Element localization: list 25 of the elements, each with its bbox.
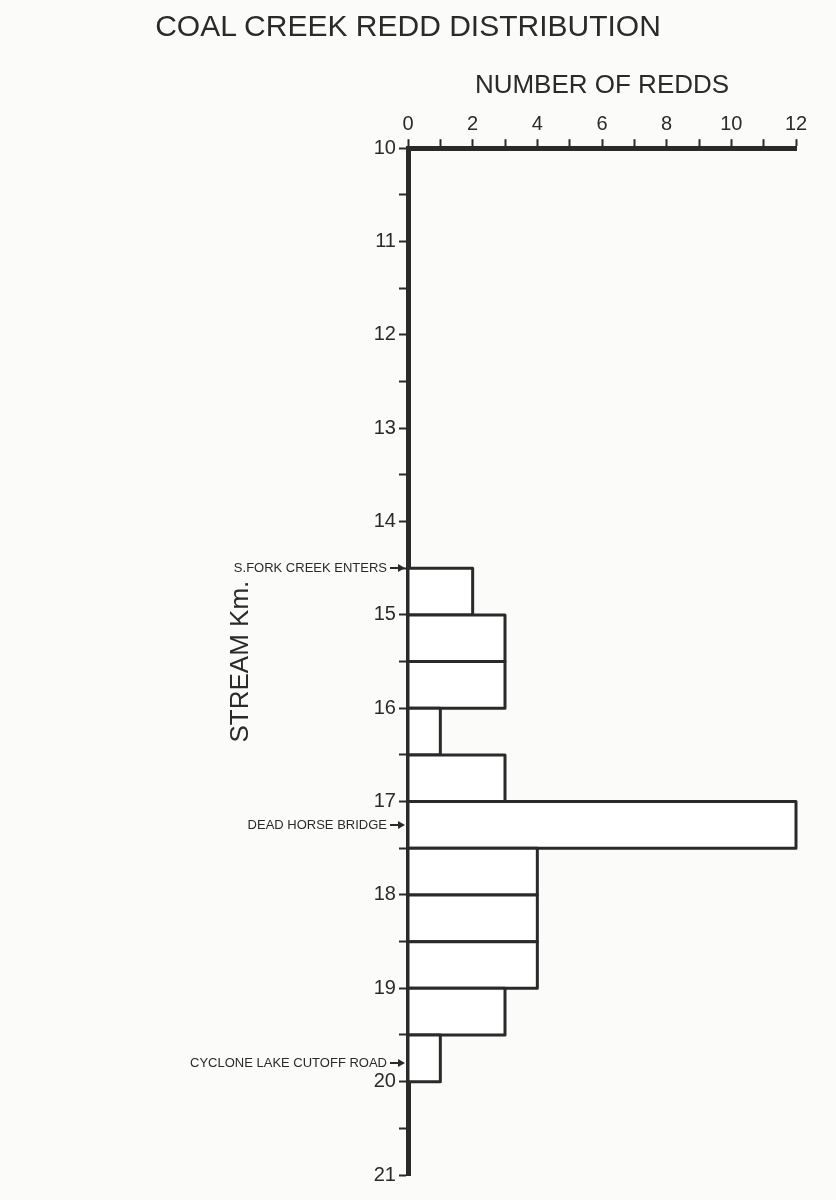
y-tick-label: 15 xyxy=(373,602,396,625)
x-tick-label: 10 xyxy=(720,111,743,134)
y-tick-label: 19 xyxy=(373,975,396,998)
y-tick-label: 14 xyxy=(373,509,396,532)
ref-line-label: DEAD HORSE BRIDGE xyxy=(247,816,388,832)
x-tick-label: 4 xyxy=(531,111,543,134)
x-tick-label: 12 xyxy=(784,111,808,134)
y-tick-label: 20 xyxy=(373,1069,396,1092)
chart-title: COAL CREEK REDD DISTRIBUTION xyxy=(155,9,661,43)
ref-line-label: S.FORK CREEK ENTERS xyxy=(233,559,388,575)
x-tick-label: 0 xyxy=(402,111,414,134)
y-tick-label: 11 xyxy=(375,229,396,252)
y-tick-label: 17 xyxy=(373,789,396,812)
y-axis-title: STREAM Km. xyxy=(223,580,254,743)
y-tick-label: 10 xyxy=(373,135,396,158)
x-axis-title: NUMBER OF REDDS xyxy=(474,68,730,99)
x-tick-label: 2 xyxy=(467,111,479,134)
x-tick-label: 6 xyxy=(596,111,608,134)
y-tick-label: 13 xyxy=(373,415,396,438)
x-tick-label: 8 xyxy=(661,111,673,134)
y-tick-label: 21 xyxy=(373,1162,396,1185)
y-tick-label: 16 xyxy=(373,695,396,718)
y-tick-label: 18 xyxy=(373,882,396,905)
ref-line-label: CYCLONE LAKE CUTOFF ROAD xyxy=(190,1054,387,1070)
y-tick-label: 12 xyxy=(373,322,396,345)
